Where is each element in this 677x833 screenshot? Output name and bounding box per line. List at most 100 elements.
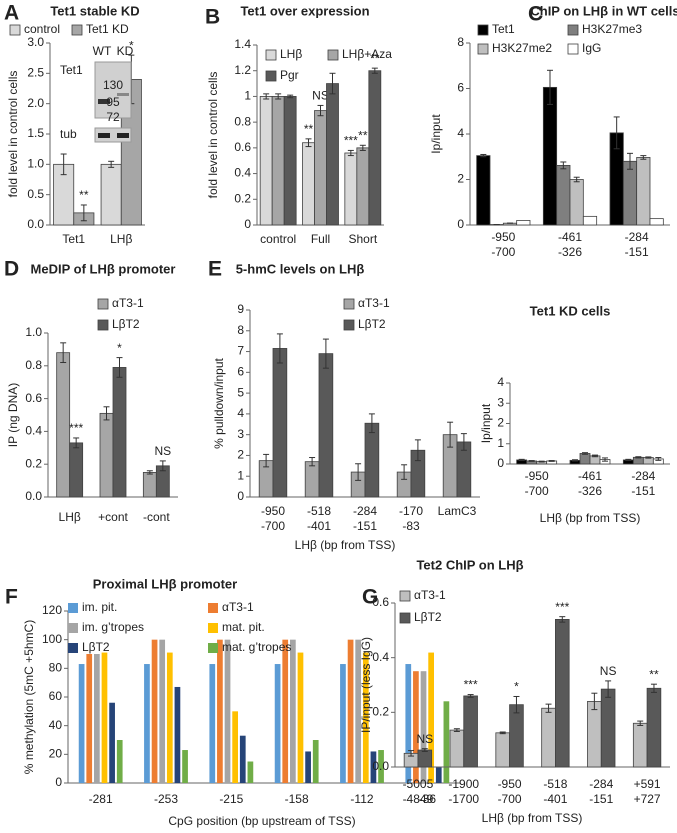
legend-swatch <box>208 603 218 613</box>
bar <box>283 96 297 226</box>
legend-swatch <box>477 24 489 36</box>
legend-swatch <box>68 643 78 653</box>
bar <box>109 702 115 783</box>
legend-swatch <box>477 43 489 55</box>
y-tick-label: 4 <box>457 126 464 140</box>
y-tick-label: 20 <box>49 747 63 761</box>
x-axis-label: CpG position (bp upstream of TSS) <box>168 814 355 828</box>
bar <box>116 740 123 783</box>
legend-swatch <box>97 319 109 331</box>
bar <box>449 729 465 768</box>
y-tick-label: 9 <box>237 302 244 316</box>
x-tick-label: -700 <box>261 519 285 533</box>
marker-label: 72 <box>106 110 120 124</box>
blot <box>94 127 132 143</box>
bar <box>100 163 122 226</box>
x-tick-label: -151 <box>589 792 613 806</box>
legend-swatch <box>327 49 339 61</box>
significance-label: NS <box>600 664 617 678</box>
bar <box>274 664 281 783</box>
x-tick-label: -518 <box>543 777 567 791</box>
x-tick-label: -326 <box>558 245 582 259</box>
x-tick-label: -284 <box>589 777 613 791</box>
bar <box>569 179 584 226</box>
y-tick-label: 6 <box>237 365 244 379</box>
bar <box>314 110 327 226</box>
bar <box>344 152 358 226</box>
x-tick-label: control <box>260 232 296 246</box>
y-tick-label: 0.2 <box>234 191 251 205</box>
bar <box>271 96 285 226</box>
panel-letter: G <box>362 586 378 609</box>
x-tick-label: -158 <box>285 792 309 806</box>
x-tick-label: -461 <box>578 469 602 483</box>
panel-letter: C <box>528 3 543 26</box>
x-tick-label: -700 <box>498 792 522 806</box>
significance-label: NS <box>312 89 329 103</box>
bar <box>217 639 223 783</box>
y-tick-label: 0 <box>55 775 62 789</box>
legend-swatch <box>9 24 21 36</box>
y-tick-label: 7 <box>237 344 244 358</box>
bar <box>302 142 315 226</box>
legend-label: im. g’tropes <box>82 620 144 634</box>
significance-label: *** <box>464 678 478 692</box>
bar <box>542 86 558 226</box>
x-tick-label: -5005 <box>403 777 434 791</box>
chart-title: MeDIP of LHβ promoter <box>31 261 176 276</box>
legend-label: αT3-1 <box>112 296 144 310</box>
legend-swatch <box>68 603 78 613</box>
x-tick-label: -151 <box>353 519 377 533</box>
lane-label: KD <box>117 44 134 58</box>
y-tick-label: 0.4 <box>234 166 251 180</box>
panel-letter: D <box>4 258 19 281</box>
bar <box>182 750 188 783</box>
bar <box>174 686 181 783</box>
x-axis-label: LHβ (bp from TSS) <box>295 538 396 552</box>
bar <box>582 215 598 226</box>
x-tick-label: -401 <box>543 792 567 806</box>
band-label: Tet1 <box>60 63 83 77</box>
bar <box>435 767 442 783</box>
significance-label: *** <box>555 600 569 614</box>
legend-label: αT3-1 <box>222 600 254 614</box>
significance-label: * <box>129 38 134 52</box>
y-tick-label: 0.8 <box>234 114 251 128</box>
chart-title: Tet2 ChIP on LHβ <box>416 557 523 572</box>
y-tick-label: 2 <box>497 416 504 430</box>
x-tick-label: -170 <box>399 504 423 518</box>
bar <box>297 652 304 783</box>
bar <box>151 639 158 783</box>
x-tick-label: -284 <box>353 504 377 518</box>
y-axis-label: IP (ng DNA) <box>6 383 20 447</box>
y-tick-label: 0.6 <box>372 595 389 609</box>
bar <box>166 652 173 783</box>
bar <box>495 732 510 768</box>
blot-band <box>117 133 129 138</box>
x-tick-label: -151 <box>625 245 649 259</box>
x-tick-label: -284 <box>631 469 655 483</box>
y-tick-label: 80 <box>49 661 63 675</box>
bar <box>144 664 150 783</box>
y-axis-label: fold level in control cells <box>6 71 20 198</box>
x-tick-label: -950 <box>525 469 549 483</box>
bar <box>355 639 362 783</box>
bar <box>259 96 273 226</box>
y-tick-label: 8 <box>237 323 244 337</box>
legend-label: αT3-1 <box>358 296 390 310</box>
y-tick-label: 60 <box>49 689 63 703</box>
chart-title: 5-hmC levels on LHβ <box>236 261 365 276</box>
x-tick-label: LamC3 <box>438 504 477 518</box>
bar <box>622 160 638 226</box>
y-tick-label: 0.5 <box>27 187 44 201</box>
bar <box>93 654 100 783</box>
y-tick-label: 0.4 <box>372 650 389 664</box>
blot-band <box>98 99 110 104</box>
significance-label: ** <box>649 667 659 681</box>
y-tick-label: 3 <box>237 427 244 441</box>
legend-swatch <box>343 319 355 331</box>
significance-label: * <box>514 680 519 694</box>
bar <box>247 761 254 783</box>
y-tick-label: 5 <box>237 385 244 399</box>
